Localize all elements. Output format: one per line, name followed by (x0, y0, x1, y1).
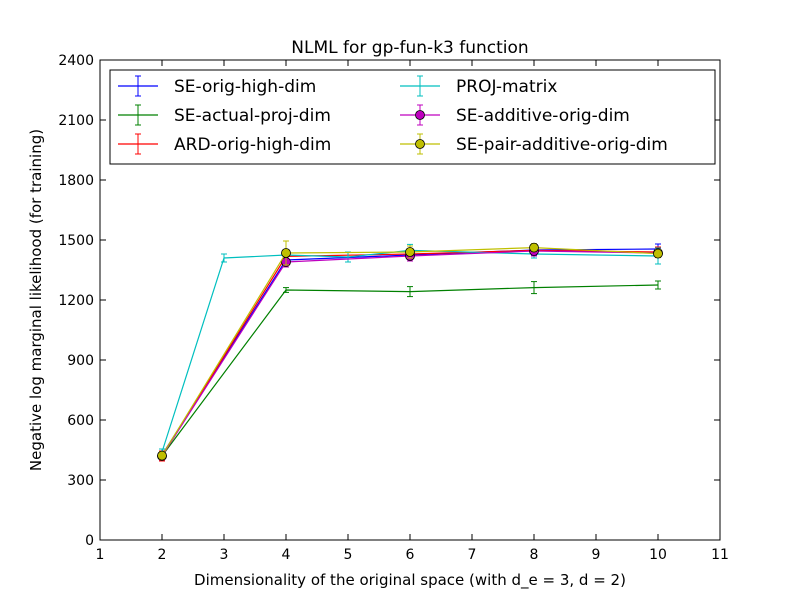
y-tick-label: 300 (67, 473, 94, 489)
legend-item: SE-actual-proj-dim (118, 104, 331, 126)
y-tick-label: 2100 (58, 113, 94, 129)
legend-item: SE-pair-additive-orig-dim (400, 133, 668, 155)
y-tick-label: 0 (85, 533, 94, 549)
legend-item: PROJ-matrix (400, 75, 557, 97)
legend-swatch-marker (415, 110, 425, 120)
legend-label: SE-actual-proj-dim (174, 106, 331, 126)
legend-item: SE-additive-orig-dim (400, 104, 630, 126)
x-tick-label: 8 (530, 547, 539, 563)
x-axis-label: Dimensionality of the original space (wi… (194, 571, 626, 590)
legend-label: SE-pair-additive-orig-dim (456, 135, 668, 155)
legend-swatch-marker (415, 139, 425, 149)
x-tick-label: 3 (220, 547, 229, 563)
x-tick-label: 2 (158, 547, 167, 563)
y-tick-label: 1200 (58, 293, 94, 309)
x-tick-label: 11 (711, 547, 729, 563)
x-tick-label: 10 (649, 547, 667, 563)
y-tick-label: 2400 (58, 53, 94, 69)
x-tick-label: 9 (592, 547, 601, 563)
legend-label: SE-orig-high-dim (174, 77, 316, 97)
data-point (281, 248, 291, 258)
chart-title: NLML for gp-fun-k3 function (291, 38, 528, 58)
x-tick-label: 1 (96, 547, 105, 563)
legend-label: ARD-orig-high-dim (174, 135, 331, 155)
data-point (405, 247, 415, 257)
x-tick-label: 7 (468, 547, 477, 563)
data-point (529, 242, 539, 253)
x-tick-label: 6 (406, 547, 415, 563)
y-tick-label: 600 (67, 413, 94, 429)
x-tick-label: 4 (282, 547, 291, 563)
x-tick-label: 5 (344, 547, 353, 563)
y-tick-label: 1500 (58, 233, 94, 249)
legend-item: ARD-orig-high-dim (118, 133, 331, 155)
legend-item: SE-orig-high-dim (118, 75, 316, 97)
y-axis-label: Negative log marginal likelihood (for tr… (27, 129, 45, 471)
legend-label: SE-additive-orig-dim (456, 106, 630, 126)
data-point (157, 450, 167, 461)
legend: SE-orig-high-dim SE-actual-proj-dim ARD-or… (109, 69, 716, 165)
series-layer (157, 240, 663, 462)
axis-ticks: 1 2 3 4 5 6 7 8 9 10 11 0 300 600 900 1200 1500 1800 2100 2… (58, 53, 729, 563)
y-tick-label: 900 (67, 353, 94, 369)
legend-label: PROJ-matrix (456, 77, 557, 97)
series-5 (157, 240, 663, 461)
y-tick-label: 1800 (58, 173, 94, 189)
data-point (653, 248, 663, 259)
